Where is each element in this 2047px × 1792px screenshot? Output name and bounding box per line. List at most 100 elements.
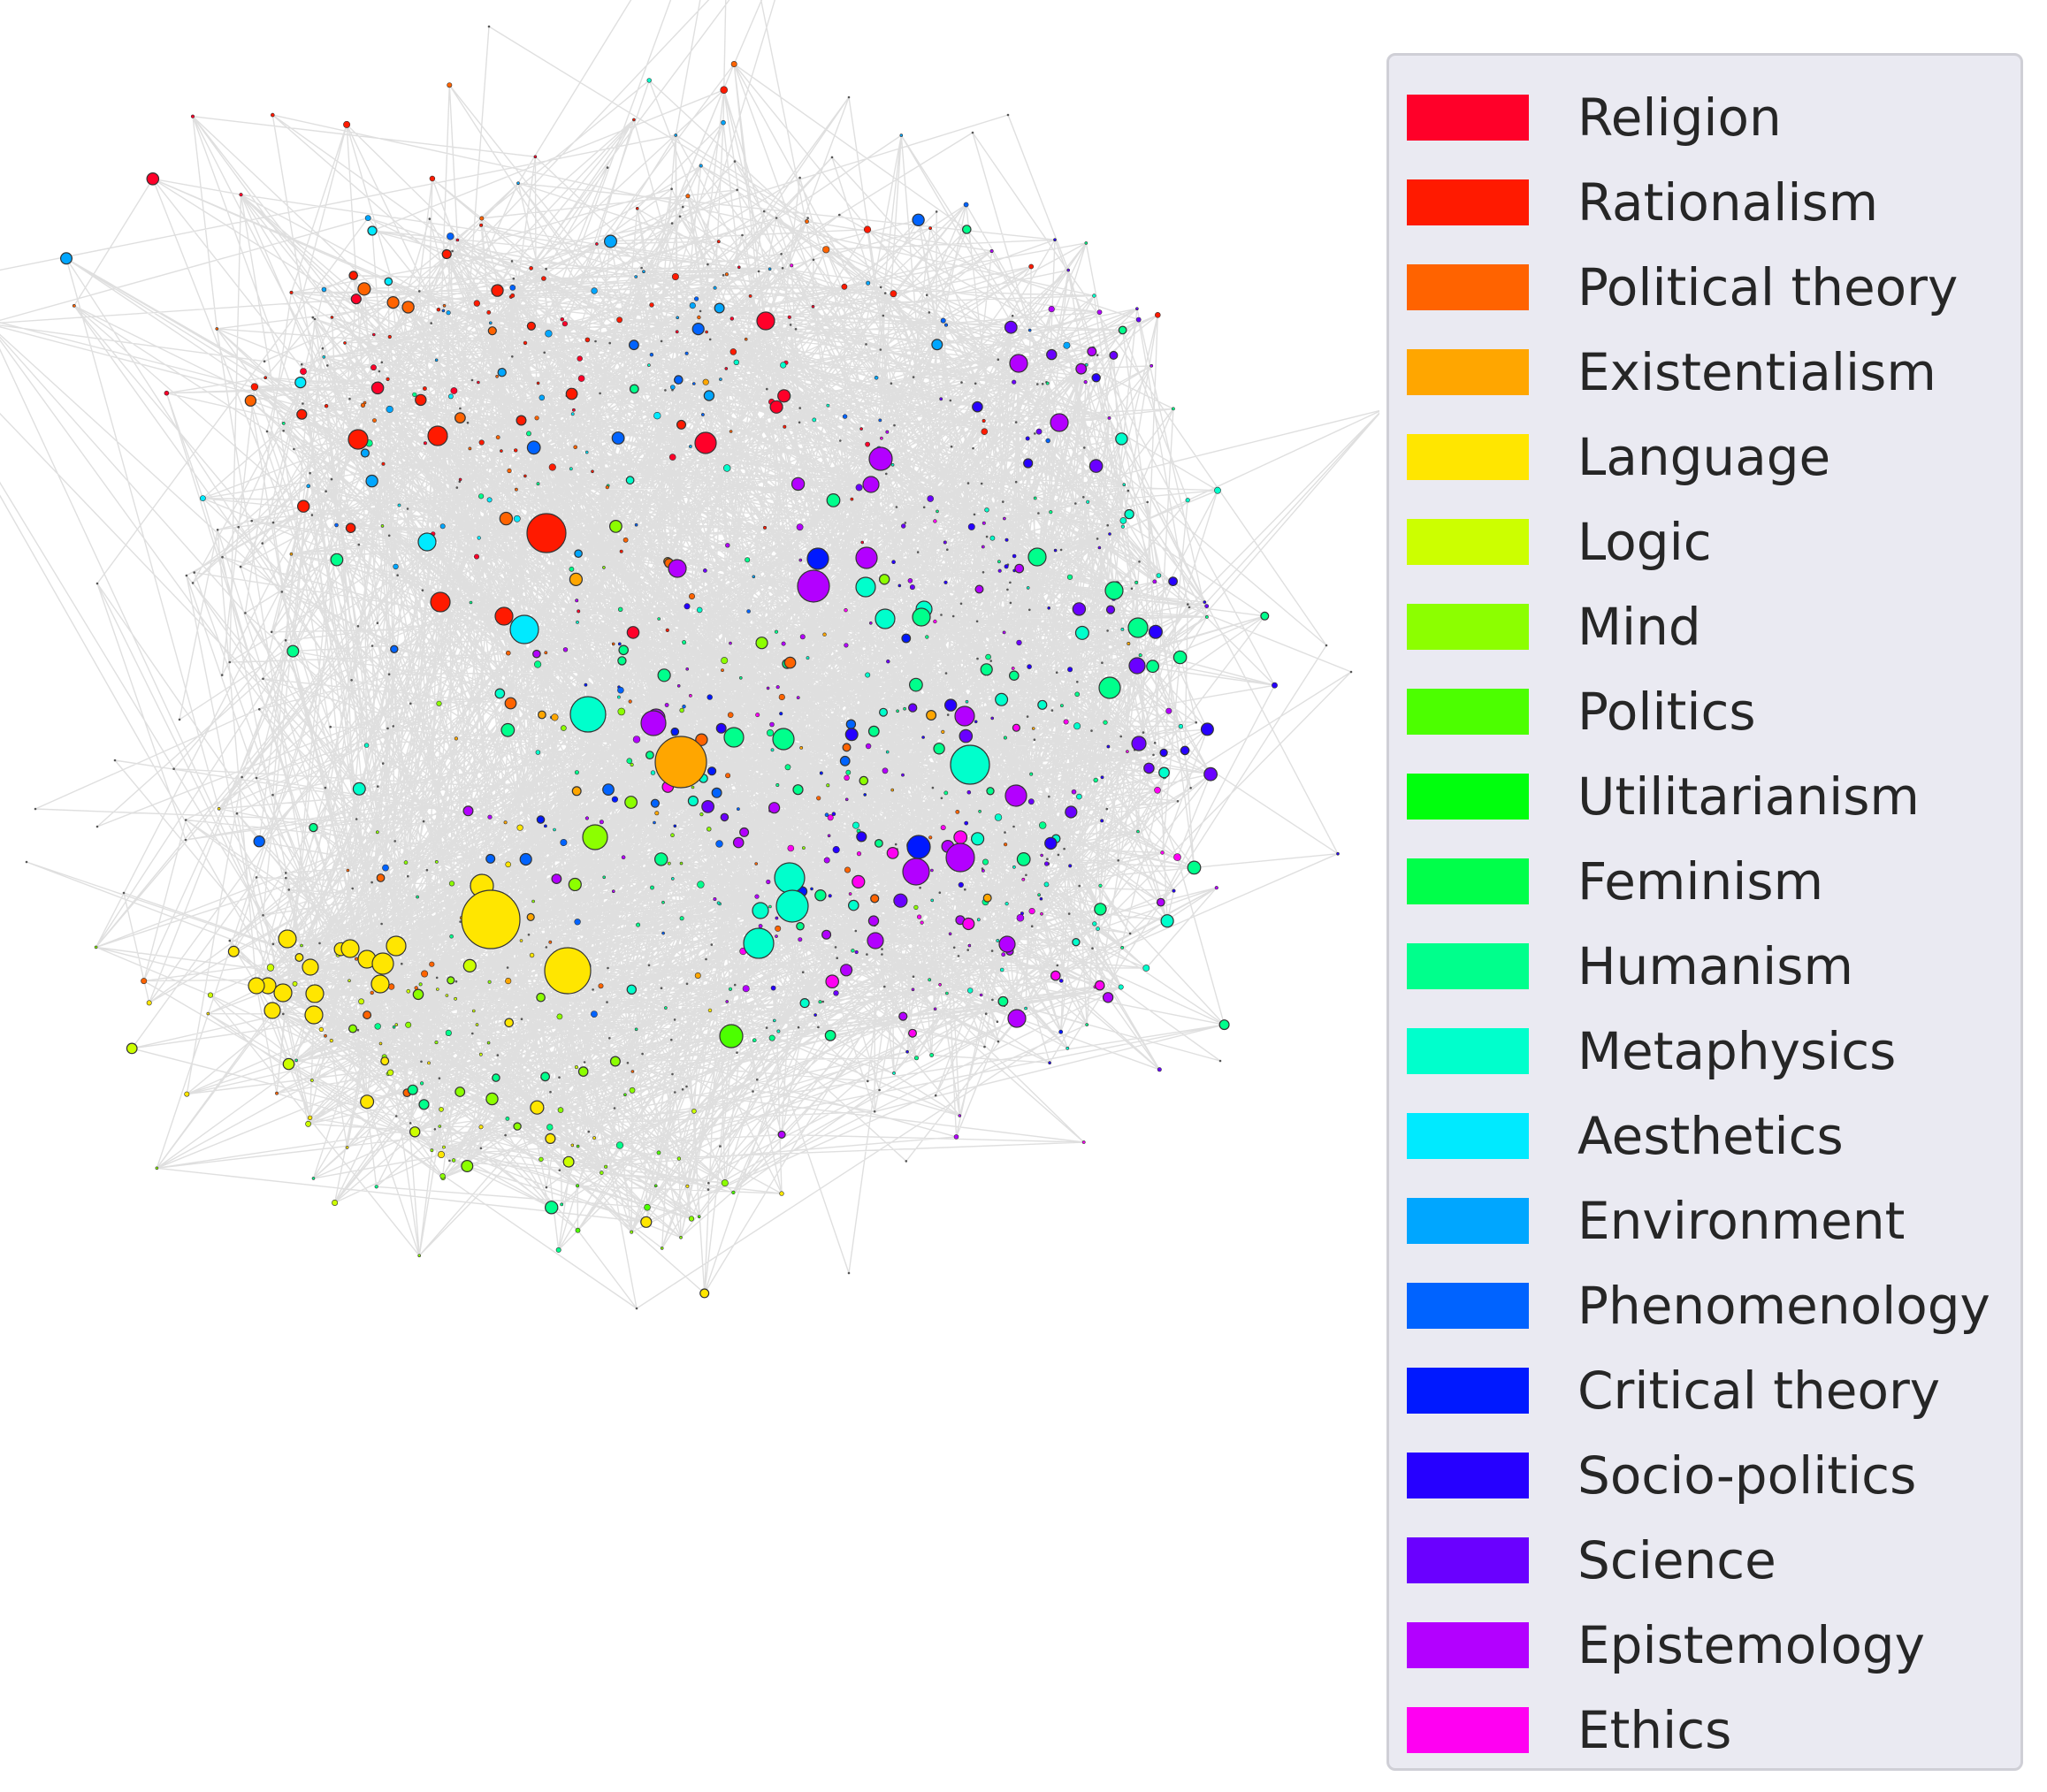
graph-node [1007, 1009, 1027, 1028]
graph-node [812, 258, 815, 262]
legend-swatch [1407, 943, 1529, 989]
graph-node [381, 461, 386, 466]
graph-node [653, 1184, 658, 1188]
graph-node [733, 359, 739, 365]
graph-node [558, 1076, 561, 1079]
graph-node [617, 642, 622, 646]
graph-node [244, 394, 257, 407]
graph-node [466, 421, 470, 424]
graph-node [305, 1120, 311, 1127]
graph-node [478, 1125, 484, 1130]
graph-node [459, 407, 462, 410]
graph-node [839, 964, 853, 977]
graph-node [516, 181, 520, 185]
graph-node [1058, 979, 1064, 983]
graph-node [1026, 586, 1030, 590]
graph-node [629, 339, 639, 351]
graph-node [694, 972, 701, 980]
graph-node [487, 326, 497, 336]
graph-node [1066, 268, 1070, 272]
graph-node [357, 543, 361, 546]
graph-node [1146, 660, 1159, 674]
graph-node [646, 78, 652, 83]
graph-node [1004, 320, 1018, 334]
graph-node [300, 943, 303, 948]
graph-node [689, 694, 692, 698]
graph-node [797, 569, 830, 603]
graph-node [602, 783, 615, 796]
legend-item: Humanism [1389, 922, 2020, 1007]
graph-node [705, 957, 707, 961]
graph-node [479, 223, 484, 227]
graph-node [691, 323, 705, 336]
graph-node [1011, 314, 1014, 317]
graph-node [1059, 548, 1063, 552]
graph-node [775, 889, 809, 923]
graph-node [405, 1021, 412, 1028]
graph-node [516, 415, 527, 426]
graph-node [1168, 576, 1178, 586]
graph-node [995, 692, 1009, 706]
graph-node [516, 824, 523, 831]
graph-node [762, 525, 767, 530]
graph-node [978, 809, 981, 813]
graph-node [1131, 736, 1147, 751]
graph-node [653, 412, 661, 420]
graph-node [757, 270, 760, 273]
graph-node [430, 322, 433, 324]
graph-node [561, 725, 567, 731]
graph-node [1119, 517, 1127, 524]
graph-node [752, 902, 769, 919]
graph-node [505, 861, 512, 868]
graph-node [263, 360, 266, 363]
graph-node [632, 118, 636, 122]
graph-node [360, 1094, 375, 1110]
graph-node [505, 1117, 510, 1121]
graph-node [644, 1203, 651, 1211]
graph-node [707, 1181, 710, 1185]
graph-node [1148, 624, 1163, 639]
graph-node [623, 1093, 627, 1097]
graph-node [1043, 881, 1050, 888]
graph-node [850, 497, 854, 501]
graph-node [984, 507, 989, 513]
graph-node [762, 210, 766, 213]
graph-node [1045, 381, 1050, 385]
graph-node [1085, 1023, 1088, 1026]
graph-node [685, 1184, 690, 1188]
graph-node [380, 361, 384, 364]
legend-label: Rationalism [1577, 172, 1879, 233]
graph-node [624, 796, 638, 809]
graph-node [684, 351, 689, 355]
graph-node [591, 469, 594, 474]
graph-node [454, 412, 466, 424]
graph-node [504, 697, 517, 710]
graph-node [814, 889, 827, 902]
graph-node [449, 934, 454, 939]
legend-swatch [1407, 1537, 1529, 1583]
legend-item: Rationalism [1389, 158, 2020, 243]
legend-item: Ethics [1389, 1686, 2020, 1771]
graph-node [422, 386, 427, 391]
graph-node [591, 287, 598, 294]
legend-item: Critical theory [1389, 1346, 2020, 1431]
graph-node [867, 932, 884, 949]
graph-node [355, 818, 358, 820]
legend-item: Phenomenology [1389, 1262, 2020, 1346]
graph-node [1158, 766, 1170, 779]
graph-node [574, 919, 581, 926]
graph-node [621, 855, 626, 860]
graph-node [434, 1041, 439, 1045]
graph-node [1083, 446, 1086, 449]
graph-node [981, 428, 989, 436]
graph-node [1087, 347, 1097, 357]
graph-node [933, 519, 937, 523]
graph-node [560, 317, 564, 322]
graph-node [654, 852, 668, 866]
graph-node [904, 522, 907, 524]
graph-node [721, 657, 729, 665]
graph-node [721, 1179, 729, 1187]
graph-node [1092, 294, 1096, 298]
graph-node [1072, 602, 1087, 616]
graph-node [445, 994, 449, 997]
